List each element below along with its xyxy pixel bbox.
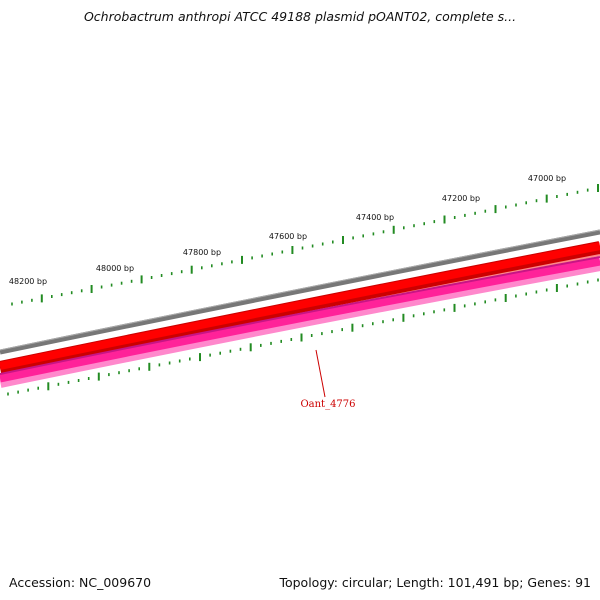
inner-ruler-ticks: [7, 278, 599, 396]
outer-ruler-ticks: [11, 184, 599, 306]
map-title: Ochrobactrum anthropi ATCC 49188 plasmid…: [83, 9, 517, 24]
ruler-label: 47400 bp: [356, 213, 394, 222]
ruler-label: 47800 bp: [183, 248, 221, 257]
ruler-label: 48000 bp: [96, 264, 134, 273]
reverse-strand-track: [0, 256, 600, 388]
ruler-label: 47200 bp: [442, 194, 480, 203]
ruler-label: 48200 bp: [9, 277, 47, 286]
topology-summary: Topology: circular; Length: 101,491 bp; …: [279, 575, 591, 590]
gene-callout-line: [315, 349, 326, 398]
ruler-labels: 48200 bp 48000 bp 47800 bp 47600 bp 4740…: [9, 174, 566, 286]
gene-label[interactable]: Oant_4776: [300, 399, 355, 410]
ruler-label: 47000 bp: [528, 174, 566, 183]
ruler-label: 47600 bp: [269, 232, 307, 241]
accession-text: Accession: NC_009670: [9, 575, 152, 590]
gene-callout[interactable]: Oant_4776: [300, 349, 356, 410]
backbone-ring: [0, 227, 600, 357]
